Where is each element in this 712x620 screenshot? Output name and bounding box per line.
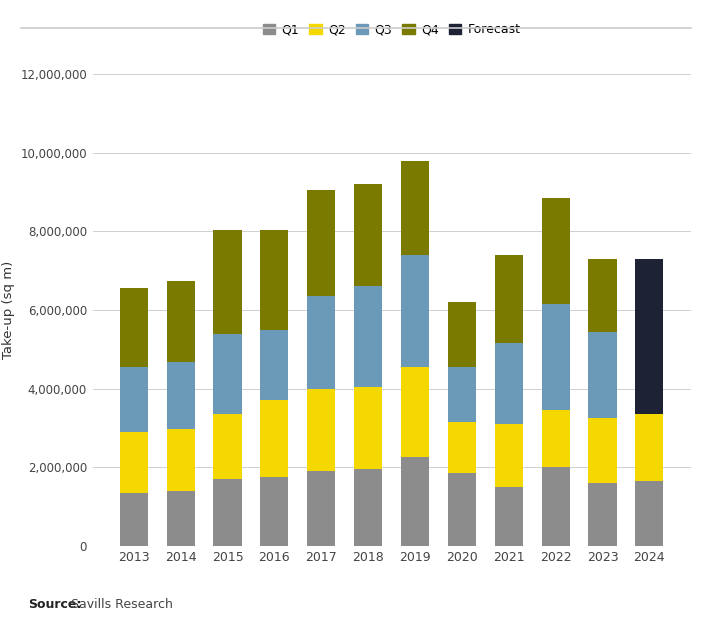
Bar: [120, 367, 148, 432]
Bar: [448, 422, 476, 473]
Bar: [495, 255, 523, 343]
Y-axis label: Take-up (sq m): Take-up (sq m): [1, 261, 15, 359]
Bar: [448, 302, 476, 367]
Legend: Q1, Q2, Q3, Q4, Forecast: Q1, Q2, Q3, Q4, Forecast: [259, 19, 524, 40]
Bar: [167, 492, 195, 546]
Text: Savills Research: Savills Research: [71, 598, 173, 611]
Bar: [261, 401, 288, 477]
Bar: [354, 184, 382, 286]
Bar: [214, 334, 241, 414]
Bar: [308, 389, 335, 471]
Bar: [214, 414, 241, 479]
Bar: [588, 332, 617, 418]
Bar: [588, 418, 617, 483]
Bar: [120, 432, 148, 492]
Bar: [261, 229, 288, 330]
Bar: [167, 428, 195, 492]
Bar: [308, 296, 335, 389]
Bar: [167, 281, 195, 362]
Bar: [495, 424, 523, 487]
Bar: [635, 259, 664, 414]
Bar: [167, 362, 195, 428]
Bar: [308, 190, 335, 296]
Bar: [588, 259, 617, 332]
Bar: [448, 367, 476, 422]
Bar: [542, 198, 570, 304]
Bar: [120, 492, 148, 546]
Bar: [401, 458, 429, 546]
Bar: [635, 414, 664, 481]
Bar: [401, 367, 429, 458]
Bar: [448, 473, 476, 546]
Bar: [495, 343, 523, 424]
Bar: [588, 483, 617, 546]
Bar: [261, 330, 288, 401]
Bar: [542, 410, 570, 467]
Bar: [308, 471, 335, 546]
Bar: [354, 286, 382, 387]
Bar: [354, 469, 382, 546]
Bar: [635, 481, 664, 546]
Bar: [495, 487, 523, 546]
Text: Source:: Source:: [28, 598, 82, 611]
Bar: [542, 304, 570, 410]
Bar: [542, 467, 570, 546]
Bar: [120, 288, 148, 367]
Bar: [401, 255, 429, 367]
Bar: [401, 161, 429, 255]
Bar: [354, 387, 382, 469]
Bar: [261, 477, 288, 546]
Bar: [214, 479, 241, 546]
Bar: [214, 229, 241, 334]
